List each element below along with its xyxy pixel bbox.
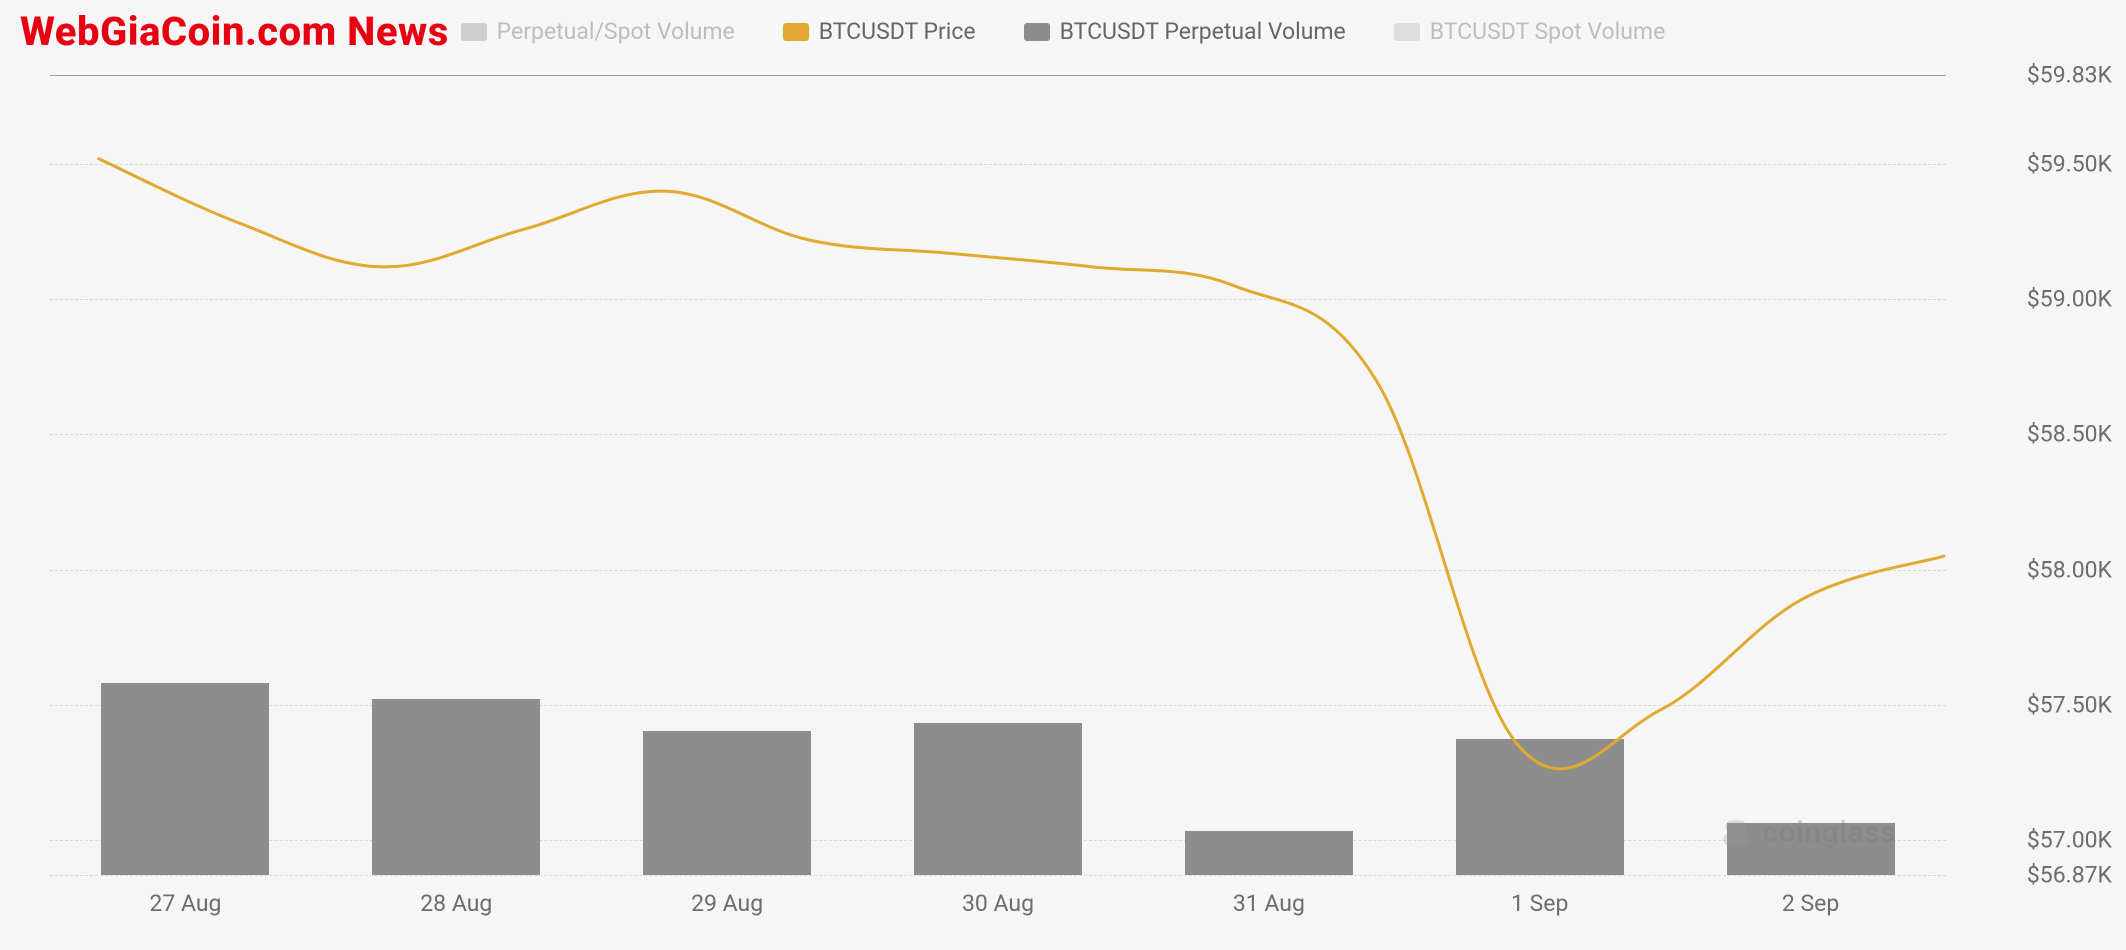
x-tick-label: 27 Aug bbox=[149, 890, 221, 917]
site-watermark: WebGiaCoin.com News bbox=[20, 8, 449, 55]
gridline bbox=[50, 875, 1946, 876]
legend-label: BTCUSDT Perpetual Volume bbox=[1060, 18, 1346, 45]
legend-swatch bbox=[1024, 23, 1050, 41]
x-axis: 27 Aug 28 Aug 29 Aug 30 Aug 31 Aug 1 Sep 2 Sep bbox=[50, 890, 1946, 930]
y-tick-label: $57.00K bbox=[2027, 826, 2112, 853]
y-tick-label: $57.50K bbox=[2027, 691, 2112, 718]
legend-item-3[interactable]: BTCUSDT Spot Volume bbox=[1394, 18, 1666, 45]
y-tick-label: $59.50K bbox=[2027, 151, 2112, 178]
brand-watermark: coinglass bbox=[1719, 815, 1897, 850]
x-tick-label: 1 Sep bbox=[1511, 890, 1568, 917]
y-tick-label: $58.50K bbox=[2027, 421, 2112, 448]
legend-swatch bbox=[783, 23, 809, 41]
x-tick-label: 2 Sep bbox=[1782, 890, 1839, 917]
x-tick-label: 29 Aug bbox=[691, 890, 763, 917]
price-line-path bbox=[99, 159, 1944, 769]
y-tick-label: $59.00K bbox=[2027, 286, 2112, 313]
legend-item-2[interactable]: BTCUSDT Perpetual Volume bbox=[1024, 18, 1346, 45]
plot-area bbox=[50, 75, 1946, 875]
coinglass-icon bbox=[1719, 816, 1753, 850]
legend-label: BTCUSDT Spot Volume bbox=[1430, 18, 1666, 45]
y-tick-label: $58.00K bbox=[2027, 556, 2112, 583]
chart-container: WebGiaCoin.com News Perpetual/Spot Volum… bbox=[0, 0, 2126, 950]
brand-watermark-text: coinglass bbox=[1763, 815, 1897, 850]
legend-item-0[interactable]: Perpetual/Spot Volume bbox=[461, 18, 735, 45]
price-line bbox=[50, 75, 1946, 875]
legend-label: BTCUSDT Price bbox=[819, 18, 976, 45]
x-tick-label: 30 Aug bbox=[962, 890, 1034, 917]
y-axis-right: $59.83K$59.50K$59.00K$58.50K$58.00K$57.5… bbox=[1962, 75, 2112, 875]
legend-item-1[interactable]: BTCUSDT Price bbox=[783, 18, 976, 45]
y-tick-label: $56.87K bbox=[2027, 862, 2112, 889]
legend-label: Perpetual/Spot Volume bbox=[497, 18, 735, 45]
x-tick-label: 28 Aug bbox=[420, 890, 492, 917]
x-tick-label: 31 Aug bbox=[1233, 890, 1305, 917]
legend-swatch bbox=[1394, 23, 1420, 41]
y-tick-label: $59.83K bbox=[2027, 62, 2112, 89]
legend-swatch bbox=[461, 23, 487, 41]
